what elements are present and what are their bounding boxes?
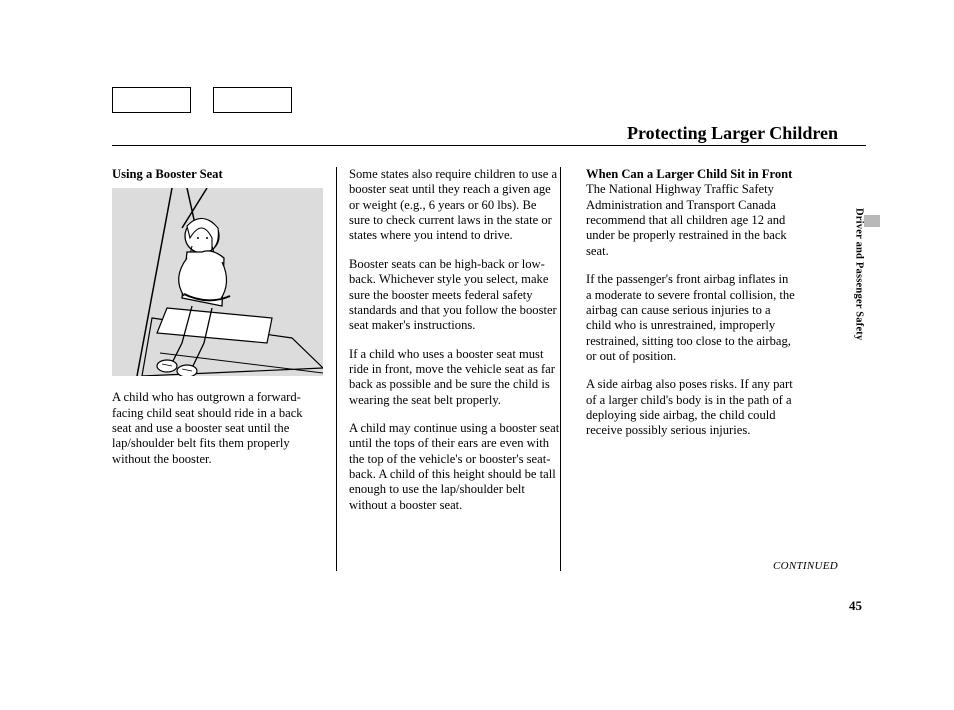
page-title: Protecting Larger Children [627, 123, 838, 144]
col2-p3: If a child who uses a booster seat must … [349, 347, 560, 408]
column-3: When Can a Larger Child Sit in Front The… [586, 167, 797, 526]
nav-boxes [112, 87, 292, 113]
col2-p1: Some states also require children to use… [349, 167, 560, 244]
nav-prev-button[interactable] [112, 87, 191, 113]
col3-heading: When Can a Larger Child Sit in Front [586, 167, 797, 182]
page: Protecting Larger Children Using a Boost… [0, 0, 954, 710]
col3-p3: A side airbag also poses risks. If any p… [586, 377, 797, 438]
title-rule [112, 145, 866, 146]
column-2: Some states also require children to use… [349, 167, 560, 526]
col2-p4: A child may continue using a booster sea… [349, 421, 560, 513]
col2-p2: Booster seats can be high-back or low-ba… [349, 257, 560, 334]
child-booster-svg [112, 188, 323, 376]
col1-p1: A child who has outgrown a forward-facin… [112, 390, 323, 467]
column-1: Using a Booster Seat [112, 167, 323, 526]
section-tab-text: Driver and Passenger Safety [854, 208, 865, 340]
columns: Using a Booster Seat [112, 167, 797, 526]
booster-seat-illustration [112, 188, 323, 376]
col1-heading: Using a Booster Seat [112, 167, 323, 182]
page-number: 45 [849, 598, 862, 614]
section-tab: Driver and Passenger Safety [845, 208, 873, 340]
continued-label: CONTINUED [773, 560, 838, 572]
col3-p2: If the passenger's front airbag inflates… [586, 272, 797, 364]
nav-next-button[interactable] [213, 87, 292, 113]
col3-p1: The National Highway Traffic Safety Admi… [586, 182, 797, 259]
